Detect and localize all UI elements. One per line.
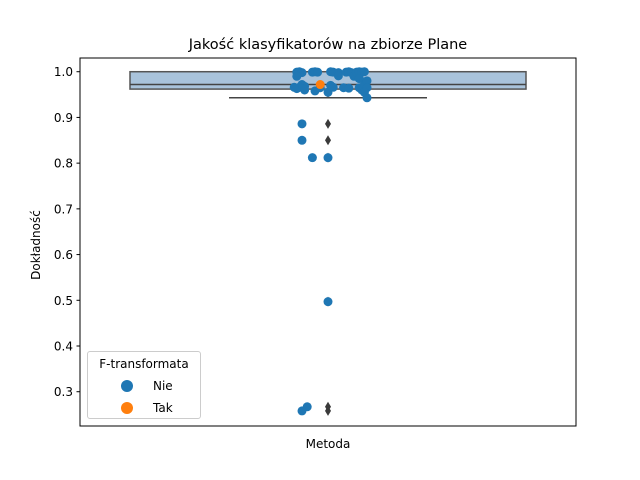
point-nie [362, 93, 372, 103]
legend: F-transformata Nie Tak [87, 351, 201, 419]
point-nie [307, 153, 317, 163]
y-tick-label: 1.0 [54, 65, 73, 79]
point-nie [344, 83, 354, 93]
point-nie [292, 71, 302, 81]
y-tick-label: 0.9 [54, 111, 73, 125]
legend-marker-tak [121, 402, 133, 414]
point-nie [300, 85, 310, 95]
point-nie [297, 135, 307, 145]
box-outlier [325, 405, 331, 416]
data-points [289, 67, 372, 416]
y-tick-label: 0.8 [54, 157, 73, 171]
y-tick-label: 0.7 [54, 202, 73, 216]
point-nie [362, 76, 372, 86]
box-outlier [325, 135, 331, 146]
point-tak [315, 80, 325, 90]
y-tick-label: 0.5 [54, 294, 73, 308]
y-tick-label: 0.3 [54, 385, 73, 399]
y-axis-label: Dokładność [29, 210, 43, 280]
legend-label-tak: Tak [153, 401, 173, 415]
y-axis: 0.3 0.4 0.5 0.6 0.7 0.8 0.9 1.0 [54, 65, 80, 399]
point-nie [297, 119, 307, 129]
point-nie [323, 297, 333, 307]
point-nie [328, 82, 338, 92]
point-nie [289, 82, 299, 92]
point-nie [297, 406, 307, 416]
box-outlier [325, 118, 331, 129]
legend-label-nie: Nie [153, 379, 173, 393]
legend-marker-nie [121, 380, 133, 392]
point-nie [354, 74, 364, 84]
point-nie [313, 67, 323, 77]
x-axis-label: Metoda [306, 437, 351, 451]
legend-entry-tak: Tak [88, 399, 173, 417]
y-tick-label: 0.4 [54, 340, 73, 354]
point-nie [359, 67, 369, 77]
legend-entry-nie: Nie [88, 377, 173, 395]
chart-title: Jakość klasyfikatorów na zbiorze Plane [188, 37, 468, 53]
plot-frame [79, 57, 577, 427]
y-tick-label: 0.6 [54, 248, 73, 262]
legend-title: F-transformata [99, 357, 189, 371]
point-nie [333, 71, 343, 81]
point-nie [323, 153, 333, 163]
